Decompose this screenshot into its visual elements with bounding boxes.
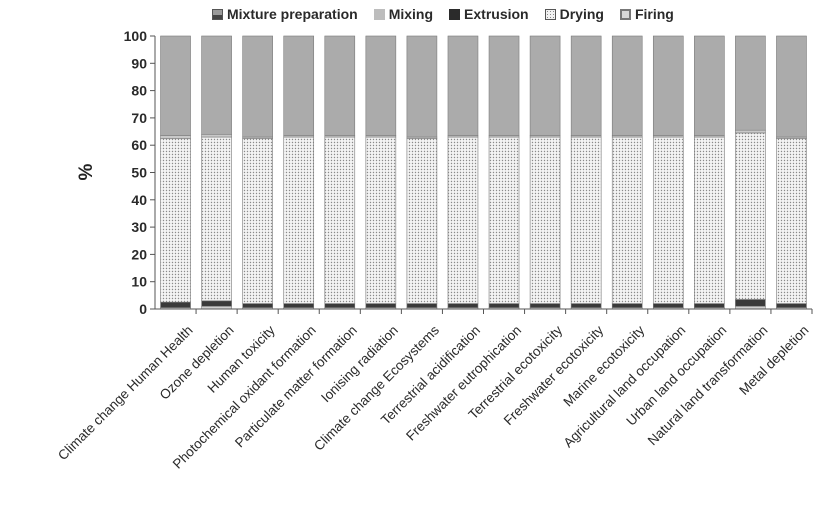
y-tick-label: 0 (139, 301, 147, 317)
bar-segment-mixture-preparation (776, 35, 807, 138)
y-axis-label: % (76, 163, 97, 180)
legend-swatch-mixing (373, 8, 385, 20)
bar-segment-mixture-preparation (447, 35, 479, 136)
x-tick-label: Ozone depletion (157, 323, 237, 403)
bar-segment-drying (735, 299, 766, 307)
y-tick-label: 20 (131, 246, 147, 262)
legend-label-mixing: Mixing (388, 6, 434, 22)
y-tick-label: 30 (131, 219, 147, 235)
bar-segment-mixture-preparation (570, 35, 602, 136)
bar-segment-extrusion (611, 136, 643, 304)
bar-segment-mixture-preparation (735, 35, 766, 131)
bar-segment-mixing (735, 129, 766, 134)
bar-segment-drying (529, 303, 561, 308)
bar-segment-drying (242, 303, 273, 308)
bar-segment-mixture-preparation (406, 35, 438, 138)
bar-segment-mixture-preparation (611, 35, 643, 136)
bar-segment-drying (324, 303, 356, 308)
bar-segment-mixing (201, 133, 232, 138)
bar-segment-drying (447, 303, 479, 308)
legend-label-mixture-preparation: Mixture preparation (227, 6, 358, 22)
bar-segment-drying (365, 303, 397, 308)
bar-segment-extrusion (160, 138, 191, 303)
legend-label-firing: Firing (634, 6, 674, 22)
bar-segment-extrusion (324, 136, 356, 304)
bar-segment-mixture-preparation (529, 35, 561, 136)
legend-swatch-drying (544, 8, 556, 20)
legend-swatch-extrusion (449, 8, 461, 20)
chart-legend: Mixture preparation Mixing Extrusion Dry… (212, 6, 674, 22)
bar-segment-drying (488, 303, 520, 308)
bar-segment-extrusion (694, 136, 725, 304)
y-tick-label: 60 (131, 137, 147, 153)
bar-segment-extrusion (776, 138, 807, 304)
y-tick-label: 90 (131, 55, 147, 71)
legend-item-firing: Firing (619, 6, 674, 22)
bar-segment-extrusion (570, 136, 602, 304)
y-tick-label: 50 (131, 165, 147, 181)
bar-segment-mixture-preparation (324, 35, 356, 136)
bar-segment-mixture-preparation (652, 35, 684, 136)
bar-segment-mixture-preparation (201, 35, 232, 135)
y-tick-label: 100 (124, 28, 148, 44)
x-tick-label: Ionising radiation (318, 323, 401, 406)
legend-item-mixture-preparation: Mixture preparation (212, 6, 358, 22)
legend-swatch-firing (619, 8, 631, 20)
bar-segment-mixture-preparation (242, 35, 273, 138)
bar-segment-extrusion (447, 136, 479, 304)
bar-segment-mixture-preparation (283, 35, 315, 136)
bar-segment-mixture-preparation (365, 35, 397, 136)
bar-segment-extrusion (365, 136, 397, 304)
bar-segment-drying (406, 303, 438, 308)
bar-segment-drying (611, 303, 643, 308)
legend-item-drying: Drying (544, 6, 604, 22)
bar-segment-extrusion (529, 136, 561, 304)
bar-segment-drying (160, 301, 191, 308)
bar-segment-extrusion (283, 136, 315, 304)
y-tick-label: 80 (131, 83, 147, 99)
y-tick-label: 10 (131, 274, 147, 290)
y-tick-label: 40 (131, 192, 147, 208)
bar-segment-drying (570, 303, 602, 308)
bar-segment-drying (283, 303, 315, 308)
bar-segment-mixture-preparation (694, 35, 725, 136)
bar-segment-extrusion (735, 132, 766, 300)
bar-segment-extrusion (406, 138, 438, 304)
legend-label-drying: Drying (559, 6, 604, 22)
y-tick-label: 70 (131, 110, 147, 126)
legend-item-extrusion: Extrusion (449, 6, 529, 22)
legend-label-extrusion: Extrusion (464, 6, 529, 22)
bar-segment-mixing (160, 135, 191, 139)
bar-segment-extrusion (242, 138, 273, 304)
bar-segment-drying (694, 303, 725, 308)
bar-segment-drying (201, 300, 232, 307)
bar-segment-mixture-preparation (488, 35, 520, 136)
bar-segment-extrusion (488, 136, 520, 304)
bar-segment-extrusion (201, 136, 232, 302)
bar-segment-mixture-preparation (160, 35, 191, 136)
bar-segment-extrusion (652, 136, 684, 304)
legend-swatch-mixture-preparation (212, 8, 223, 20)
bar-segment-drying (776, 303, 807, 308)
legend-item-mixing: Mixing (373, 6, 434, 22)
bar-segment-drying (652, 303, 684, 308)
